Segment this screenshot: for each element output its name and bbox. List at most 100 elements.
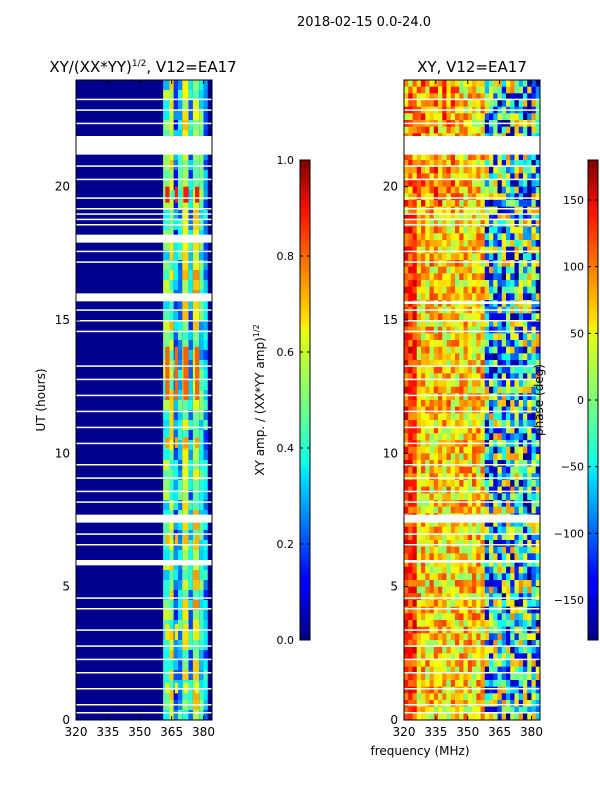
phase-title: XY, V12=EA17 [417, 58, 527, 76]
phase-cell [523, 280, 528, 287]
phase-cell [480, 253, 486, 261]
amplitude-cell [199, 150, 204, 160]
phase-cell [433, 673, 439, 681]
phase-cell [531, 520, 537, 527]
phase-cell [480, 80, 486, 87]
phase-cell [523, 380, 528, 387]
amplitude-cell [199, 550, 204, 560]
amplitude-cell [192, 430, 200, 440]
phase-cell [438, 93, 443, 101]
phase-cell [455, 613, 460, 621]
phase-flag-line [404, 464, 540, 466]
phase-cell [480, 466, 486, 474]
phase-cell [489, 86, 494, 94]
phase-flag-line [404, 365, 540, 367]
amplitude-cell [199, 170, 204, 180]
phase-cell [506, 460, 511, 467]
phase-cell [442, 520, 447, 527]
phase-cell [527, 653, 532, 661]
phase-cell [484, 353, 490, 361]
phase-cell [425, 193, 430, 201]
phase-cell [518, 380, 524, 387]
phase-cell [518, 220, 524, 227]
phase-cell [429, 286, 435, 294]
phase-cell [497, 113, 503, 121]
phase-cell [408, 393, 413, 401]
phase-cell [514, 560, 520, 567]
amplitude-cell [188, 630, 193, 640]
phase-cell [450, 473, 456, 481]
phase-cell [459, 633, 464, 641]
phase-cell [442, 446, 447, 454]
phase-cell [446, 80, 452, 87]
phase-cell [497, 260, 503, 267]
phase-cell [506, 593, 511, 601]
phase-cell [510, 693, 515, 701]
phase-cell [514, 586, 520, 594]
amplitude-cell [173, 200, 178, 210]
phase-cell [421, 93, 426, 101]
phase-cell [510, 273, 515, 281]
phase-cell [527, 113, 532, 121]
phase-cell [497, 193, 503, 201]
phase-cell [493, 586, 498, 594]
phase-cell [472, 173, 477, 181]
phase-cell [506, 406, 511, 414]
phase-cell [523, 653, 528, 661]
phase-cell [527, 680, 532, 687]
phase-cell [425, 700, 430, 707]
phase-cell [510, 533, 515, 541]
phase-cell [455, 546, 460, 554]
phase-cell [412, 600, 418, 607]
phase-cell [523, 580, 528, 587]
phase-cell [463, 273, 469, 281]
phase-cell [425, 393, 430, 401]
phase-cell [421, 473, 426, 481]
amplitude-cell [163, 400, 170, 410]
phase-cell [416, 460, 422, 467]
phase-cell [514, 533, 520, 541]
phase-cell [476, 100, 481, 107]
phase-cell [489, 180, 494, 187]
phase-cell [484, 540, 490, 547]
phase-cell [438, 473, 443, 481]
phase-cell [450, 486, 456, 494]
phase-cell [514, 113, 520, 121]
amplitude-cell [178, 180, 183, 190]
phase-cell [421, 526, 426, 534]
phase-cell [489, 633, 494, 641]
phase-cell [480, 480, 486, 487]
phase-cell [433, 600, 439, 607]
phase-cell [531, 326, 537, 334]
phase-cell [527, 553, 532, 561]
amplitude-cell [169, 420, 174, 430]
phase-cell [404, 173, 409, 181]
amplitude-cell [173, 150, 178, 160]
phase-cell [450, 126, 456, 134]
phase-cell [514, 526, 520, 534]
phase-cell [489, 373, 494, 381]
phase-cell [438, 233, 443, 241]
amplitude-cell [203, 190, 208, 200]
phase-cell [501, 353, 507, 361]
amplitude-cell [173, 260, 178, 270]
phase-cell [501, 333, 507, 341]
amplitude-cell [169, 150, 174, 160]
amplitude-y-tick-label: 5 [62, 580, 70, 594]
phase-cell [433, 240, 439, 247]
phase-cell [412, 333, 418, 341]
phase-cell [429, 673, 435, 681]
phase-cell [506, 433, 511, 441]
phase-cell [425, 573, 430, 581]
phase-cell [489, 500, 494, 507]
phase-cell [493, 613, 498, 621]
phase-cell [493, 313, 498, 321]
phase-cell [429, 426, 435, 434]
phase-cell [489, 600, 494, 607]
phase-cell [480, 400, 486, 407]
phase-cell [416, 673, 422, 681]
phase-cell [506, 633, 511, 641]
phase-cell [421, 573, 426, 581]
phase-cell [506, 293, 511, 301]
phase-cell [433, 486, 439, 494]
